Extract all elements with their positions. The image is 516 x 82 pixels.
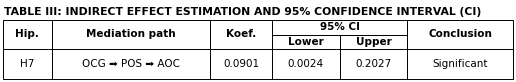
Text: TABLE III: INDIRECT EFFECT ESTIMATION AND 95% CONFIDENCE INTERVAL (CI): TABLE III: INDIRECT EFFECT ESTIMATION AN… xyxy=(4,7,481,17)
Text: Conclusion: Conclusion xyxy=(428,29,492,39)
Bar xyxy=(272,20,407,35)
Text: H7: H7 xyxy=(20,59,35,69)
Bar xyxy=(52,48,211,79)
Bar xyxy=(3,20,52,48)
Text: Lower: Lower xyxy=(288,37,324,47)
Bar xyxy=(272,35,340,48)
Bar xyxy=(3,48,52,79)
Bar xyxy=(52,20,211,48)
Bar xyxy=(407,20,513,48)
Text: 0.0901: 0.0901 xyxy=(223,59,260,69)
Text: Upper: Upper xyxy=(356,37,391,47)
Text: 95% CI: 95% CI xyxy=(320,22,360,32)
Bar xyxy=(211,48,272,79)
Text: Hip.: Hip. xyxy=(15,29,39,39)
Bar xyxy=(211,20,272,48)
Bar xyxy=(272,48,340,79)
Text: Mediation path: Mediation path xyxy=(86,29,176,39)
Text: Koef.: Koef. xyxy=(226,29,256,39)
Text: Significant: Significant xyxy=(432,59,488,69)
Bar xyxy=(340,35,407,48)
Bar xyxy=(340,48,407,79)
Text: OCG ➡ POS ➡ AOC: OCG ➡ POS ➡ AOC xyxy=(82,59,180,69)
Text: 0.2027: 0.2027 xyxy=(356,59,392,69)
Bar xyxy=(407,48,513,79)
Text: 0.0024: 0.0024 xyxy=(288,59,324,69)
